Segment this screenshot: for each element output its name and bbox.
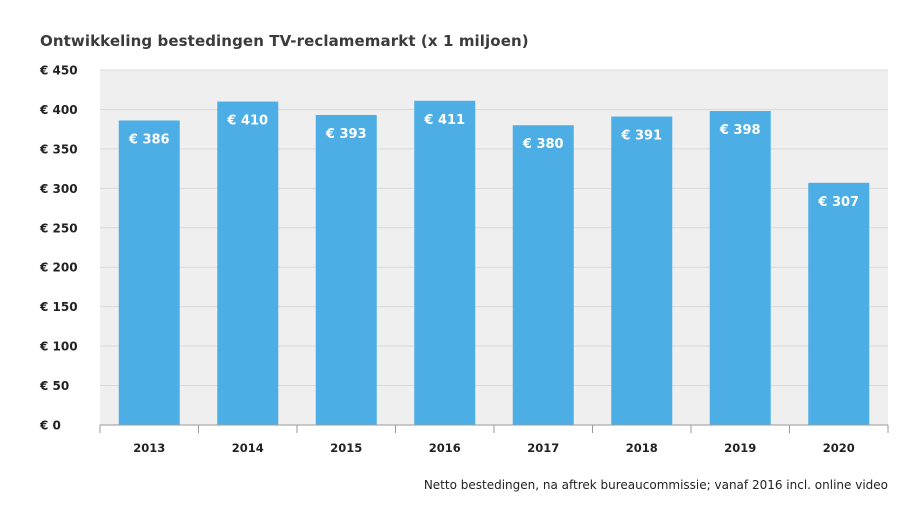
y-tick-label: € 150 (39, 300, 78, 314)
y-axis: € 0 € 50 € 100 € 150 € 200 € 250 € 300 € 350 € 4… (39, 64, 78, 433)
y-tick-label: € 50 (39, 379, 69, 393)
y-tick-label: € 450 (39, 64, 78, 78)
bar (512, 125, 574, 425)
bar (611, 116, 673, 426)
chart-title: Ontwikkeling bestedingen TV-reclamemarkt… (40, 32, 529, 50)
bar (217, 101, 279, 426)
data-label: € 380 (522, 137, 564, 152)
x-tick-label: 2018 (626, 441, 658, 455)
x-tick-label: 2013 (133, 441, 165, 455)
bars: € 386 € 410 € 393 € 411 € 380 € 391 € 398 € 307 (118, 100, 870, 426)
x-tick-label: 2017 (527, 441, 559, 455)
y-tick-label: € 0 (39, 419, 61, 433)
y-tick-label: € 250 (39, 221, 78, 235)
y-tick-label: € 300 (39, 182, 78, 196)
y-tick-label: € 400 (39, 103, 78, 117)
data-label: € 398 (719, 123, 761, 138)
bar (414, 100, 476, 426)
bar (709, 111, 771, 426)
data-label: € 393 (325, 127, 367, 142)
data-label: € 411 (423, 113, 465, 128)
x-tick-label: 2020 (823, 441, 855, 455)
y-tick-label: € 350 (39, 142, 78, 156)
footnote: Netto bestedingen, na aftrek bureaucommi… (423, 478, 888, 492)
y-tick-label: € 100 (39, 340, 78, 354)
bar (315, 114, 377, 425)
data-label: € 391 (620, 129, 662, 144)
bar (118, 120, 180, 425)
data-label: € 307 (817, 195, 859, 210)
x-tick-label: 2019 (724, 441, 756, 455)
bar (808, 182, 870, 425)
data-label: € 410 (226, 114, 268, 129)
x-axis: 2013 2014 2015 2016 2017 2018 2019 2020 (99, 424, 889, 455)
x-tick-label: 2016 (429, 441, 461, 455)
y-tick-label: € 200 (39, 261, 78, 275)
x-tick-label: 2014 (232, 441, 264, 455)
data-label: € 386 (128, 132, 170, 147)
x-tick-label: 2015 (330, 441, 362, 455)
